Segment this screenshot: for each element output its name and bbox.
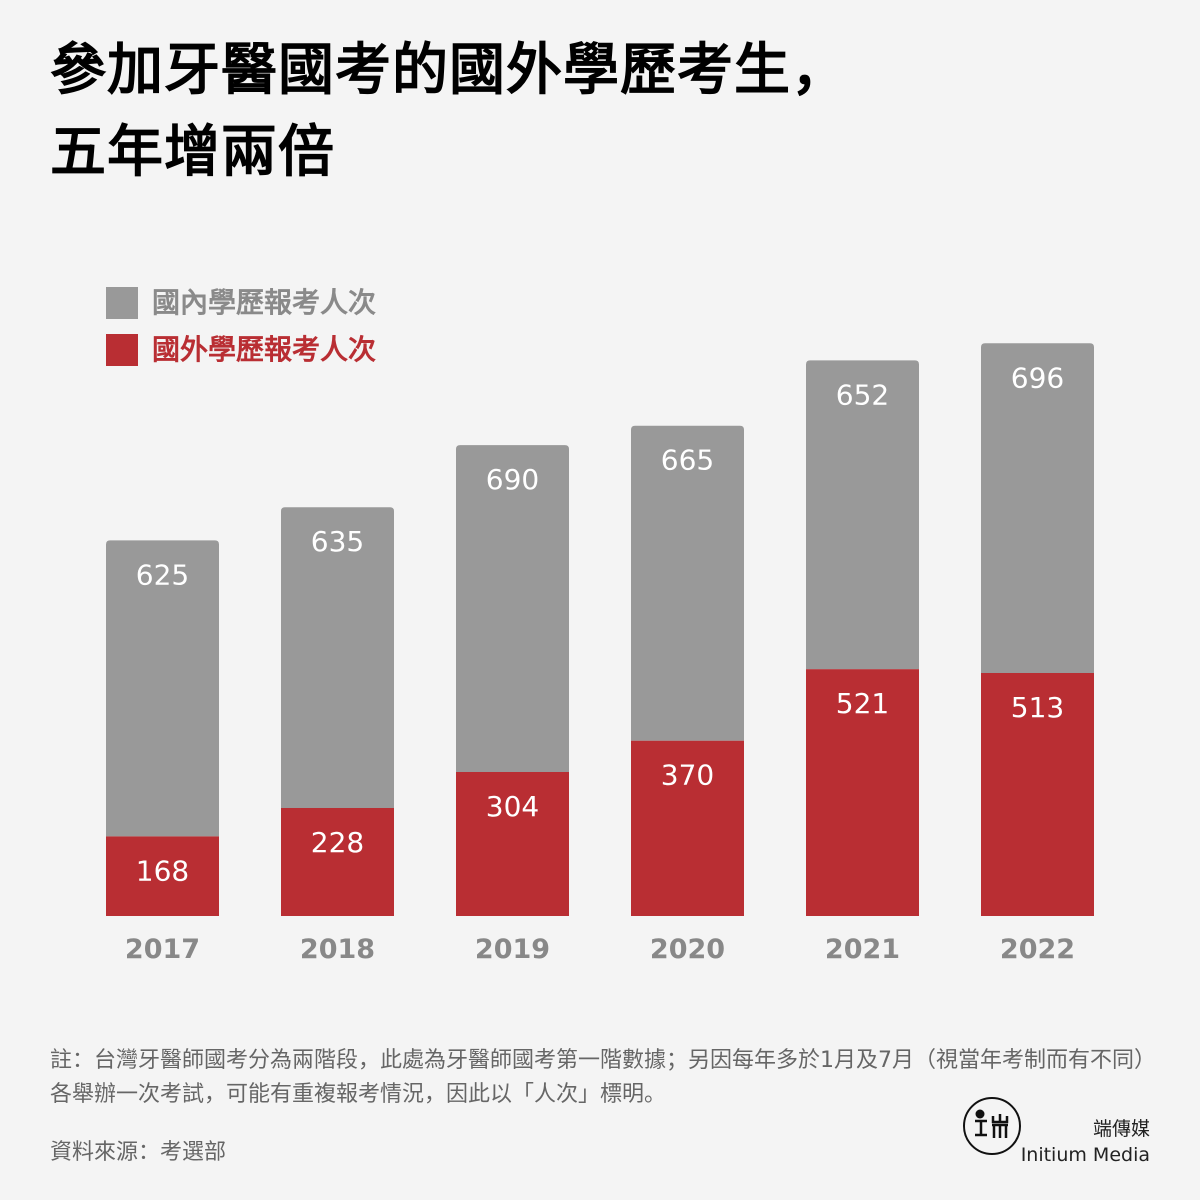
- brand-name-zh: 端傳媒: [1092, 1118, 1150, 1140]
- bar-foreign-2018: [281, 807, 394, 916]
- label-foreign-2019: 304: [486, 790, 539, 823]
- bar-foreign-2019: [456, 771, 569, 916]
- bar-domestic-2018: [281, 507, 394, 808]
- label-domestic-2022: 696: [1011, 361, 1064, 394]
- label-foreign-2022: 513: [1011, 691, 1064, 724]
- label-domestic-2019: 690: [486, 463, 539, 496]
- chart-title-line-1: 參加牙醫國考的國外學歷考生，: [50, 38, 848, 103]
- bar-foreign-2021: [806, 669, 919, 916]
- label-domestic-2020: 665: [661, 444, 714, 477]
- brand-name-en: Initium Media: [1020, 1144, 1150, 1166]
- chart-title-line-2: 五年增兩倍: [50, 120, 335, 185]
- legend-label-domestic: 國內學歷報考人次: [152, 286, 377, 319]
- label-domestic-2021: 652: [836, 378, 889, 411]
- bar-domestic-2017: [106, 540, 219, 837]
- label-foreign-2018: 228: [311, 826, 364, 859]
- footnote: 註：台灣牙醫師國考分為兩階段，此處為牙醫師國考第一階數據；另因每年多於1月及7月…: [50, 1048, 1156, 1107]
- x-tick-2022: 2022: [1000, 934, 1075, 965]
- legend-label-foreign: 國外學歷報考人次: [152, 333, 377, 366]
- x-tick-2021: 2021: [825, 934, 900, 965]
- bar-foreign-2022: [981, 672, 1094, 916]
- bar-foreign-2020: [631, 740, 744, 916]
- bar-domestic-2021: [806, 360, 919, 670]
- data-source: 資料來源：考選部: [50, 1140, 227, 1165]
- legend-swatch-foreign: [106, 334, 138, 366]
- bar-domestic-2020: [631, 425, 744, 741]
- label-domestic-2017: 625: [136, 558, 189, 591]
- label-foreign-2017: 168: [136, 854, 189, 887]
- label-domestic-2018: 635: [311, 525, 364, 558]
- x-tick-2017: 2017: [125, 934, 200, 965]
- bar-foreign-2017: [106, 836, 219, 916]
- brand: 端傳媒 Initium Media: [1021, 1116, 1150, 1168]
- x-tick-2018: 2018: [300, 934, 375, 965]
- stacked-bar-chart: 625 168 2017 635 228 2018 690 304 2019 665 370 2020…: [106, 343, 1094, 965]
- chart-title: 參加牙醫國考的國外學歷考生， 五年增兩倍: [50, 30, 848, 194]
- x-tick-2020: 2020: [650, 934, 725, 965]
- legend-swatch-domestic: [106, 287, 138, 319]
- label-foreign-2020: 370: [661, 759, 714, 792]
- x-tick-2019: 2019: [475, 934, 550, 965]
- bar-domestic-2019: [456, 445, 569, 772]
- label-foreign-2021: 521: [836, 687, 889, 720]
- bar-domestic-2022: [981, 343, 1094, 673]
- initium-logo-icon: [963, 1097, 1021, 1155]
